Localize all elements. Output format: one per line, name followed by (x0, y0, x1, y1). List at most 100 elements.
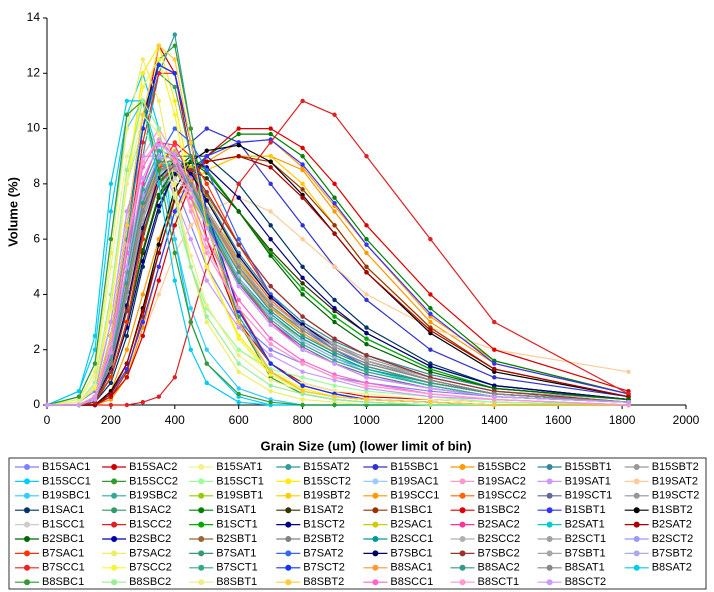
data-point (428, 347, 433, 352)
data-point (268, 159, 273, 164)
data-point (268, 388, 273, 394)
data-point (428, 319, 433, 325)
data-point (428, 236, 433, 242)
legend-swatch-marker (633, 478, 640, 485)
data-point (124, 112, 130, 117)
data-point (188, 154, 193, 159)
legend-swatch-marker (111, 464, 118, 470)
data-point (364, 223, 369, 228)
data-point (236, 319, 241, 325)
data-point (188, 195, 193, 200)
data-point (156, 167, 162, 173)
data-point (268, 383, 273, 388)
series-line (47, 161, 629, 406)
legend-box (8, 457, 707, 590)
legend-swatch-marker (633, 464, 640, 470)
legend-label: B7SAT2 (303, 547, 343, 559)
series-line (47, 155, 629, 406)
data-point (140, 187, 146, 192)
data-point (156, 98, 162, 104)
data-point (172, 71, 177, 76)
legend-label: B1SBC2 (478, 504, 520, 516)
data-point (428, 311, 433, 316)
data-point (108, 369, 114, 375)
data-point (268, 223, 273, 228)
data-point (140, 201, 146, 206)
data-point (492, 347, 497, 352)
series-line (46, 99, 629, 406)
data-point (428, 386, 433, 391)
y-tick-label: 0 (33, 397, 40, 411)
legend-swatch-marker (111, 550, 118, 557)
data-point (204, 380, 209, 386)
series-line (47, 138, 629, 406)
data-point (300, 286, 305, 292)
data-point (204, 314, 209, 319)
data-point (92, 397, 98, 402)
data-point (156, 43, 162, 48)
y-tick-label: 6 (33, 231, 40, 245)
legend-label: B19SAC2 (478, 475, 526, 487)
data-point (428, 369, 433, 375)
data-point (332, 319, 337, 325)
legend-swatch-marker (633, 521, 640, 528)
data-point (364, 336, 369, 341)
series-line (47, 127, 629, 406)
data-point (156, 148, 162, 153)
data-point (124, 223, 130, 228)
data-point (76, 388, 82, 394)
data-point (172, 98, 177, 104)
legend-label: B7SBC1 (390, 547, 432, 559)
legend-label: B1SAC1 (42, 504, 84, 516)
data-point (268, 369, 273, 375)
data-point (364, 361, 369, 366)
data-point (236, 195, 241, 200)
data-point (204, 303, 209, 308)
data-point (156, 131, 162, 137)
legend-label: B2SBC2 (129, 533, 171, 545)
legend-label: B7SAT1 (216, 547, 256, 559)
data-point (92, 369, 98, 375)
data-point (188, 126, 193, 131)
legend-swatch-marker (111, 521, 118, 528)
data-point (188, 306, 193, 311)
legend-swatch-marker (285, 521, 292, 528)
series-line (47, 155, 629, 406)
data-point (332, 201, 337, 206)
data-point (140, 259, 146, 264)
series-line (47, 155, 629, 406)
data-point (204, 264, 209, 269)
data-point (268, 131, 273, 137)
legend-swatch-marker (24, 521, 30, 528)
data-point (300, 402, 305, 408)
data-point (332, 361, 337, 366)
legend-swatch-marker (24, 464, 30, 470)
data-point (204, 126, 209, 131)
data-point (156, 154, 162, 159)
data-point (268, 140, 273, 145)
data-point (236, 270, 241, 275)
data-point (204, 189, 209, 195)
data-point (364, 369, 369, 375)
data-point (172, 43, 177, 48)
data-point (156, 250, 162, 256)
legend-swatch-marker (198, 521, 205, 528)
data-point (156, 71, 162, 76)
legend-swatch-marker (633, 507, 640, 514)
data-point (108, 391, 114, 397)
data-point (300, 236, 305, 242)
data-point (364, 264, 369, 269)
data-point (140, 308, 146, 314)
legend-label: B1SBT2 (652, 504, 693, 516)
legend-label: B19SCT2 (652, 490, 700, 502)
data-point (236, 391, 241, 397)
legend-label: B1SAT1 (216, 504, 256, 516)
series-line (47, 127, 629, 406)
data-point (364, 297, 369, 303)
data-point (124, 347, 130, 352)
data-point (300, 397, 305, 402)
data-point (124, 98, 130, 104)
legend-label: B19SBT2 (303, 490, 350, 502)
data-point (140, 98, 146, 104)
